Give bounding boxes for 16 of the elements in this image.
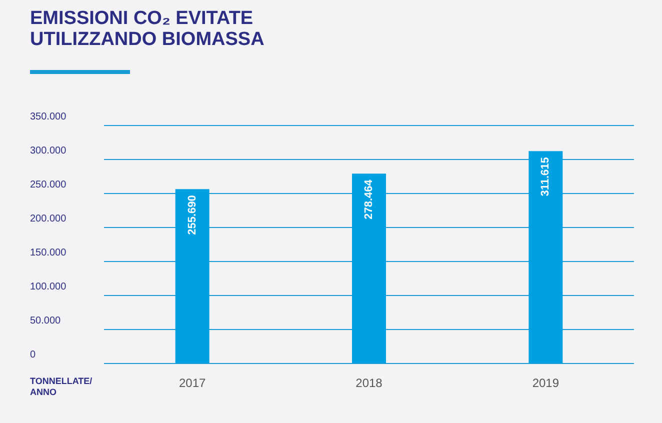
y-axis-title: TONNELLATE/ ANNO: [30, 376, 94, 398]
data-label: 278.464: [363, 178, 375, 220]
x-tick-label: 2019: [532, 376, 560, 390]
y-tick-label: 300.000: [30, 146, 67, 156]
chart-title: EMISSIONI CO₂ EVITATE UTILIZZANDO BIOMASSA: [30, 8, 266, 50]
y-tick-label: 150.000: [30, 248, 67, 258]
data-label: 311.615: [540, 157, 552, 196]
x-tick-label: 2018: [356, 376, 383, 390]
data-label: 255.690: [186, 195, 198, 235]
y-tick-label: 0: [30, 350, 36, 360]
y-tick-label: 50.000: [30, 316, 62, 326]
y-tick-label: 250.000: [30, 180, 67, 190]
y-tick-label: 350.000: [30, 112, 67, 122]
x-tick-label: 2017: [178, 376, 206, 390]
y-tick-label: 200.000: [30, 214, 67, 224]
y-tick-label: 100.000: [30, 282, 67, 292]
